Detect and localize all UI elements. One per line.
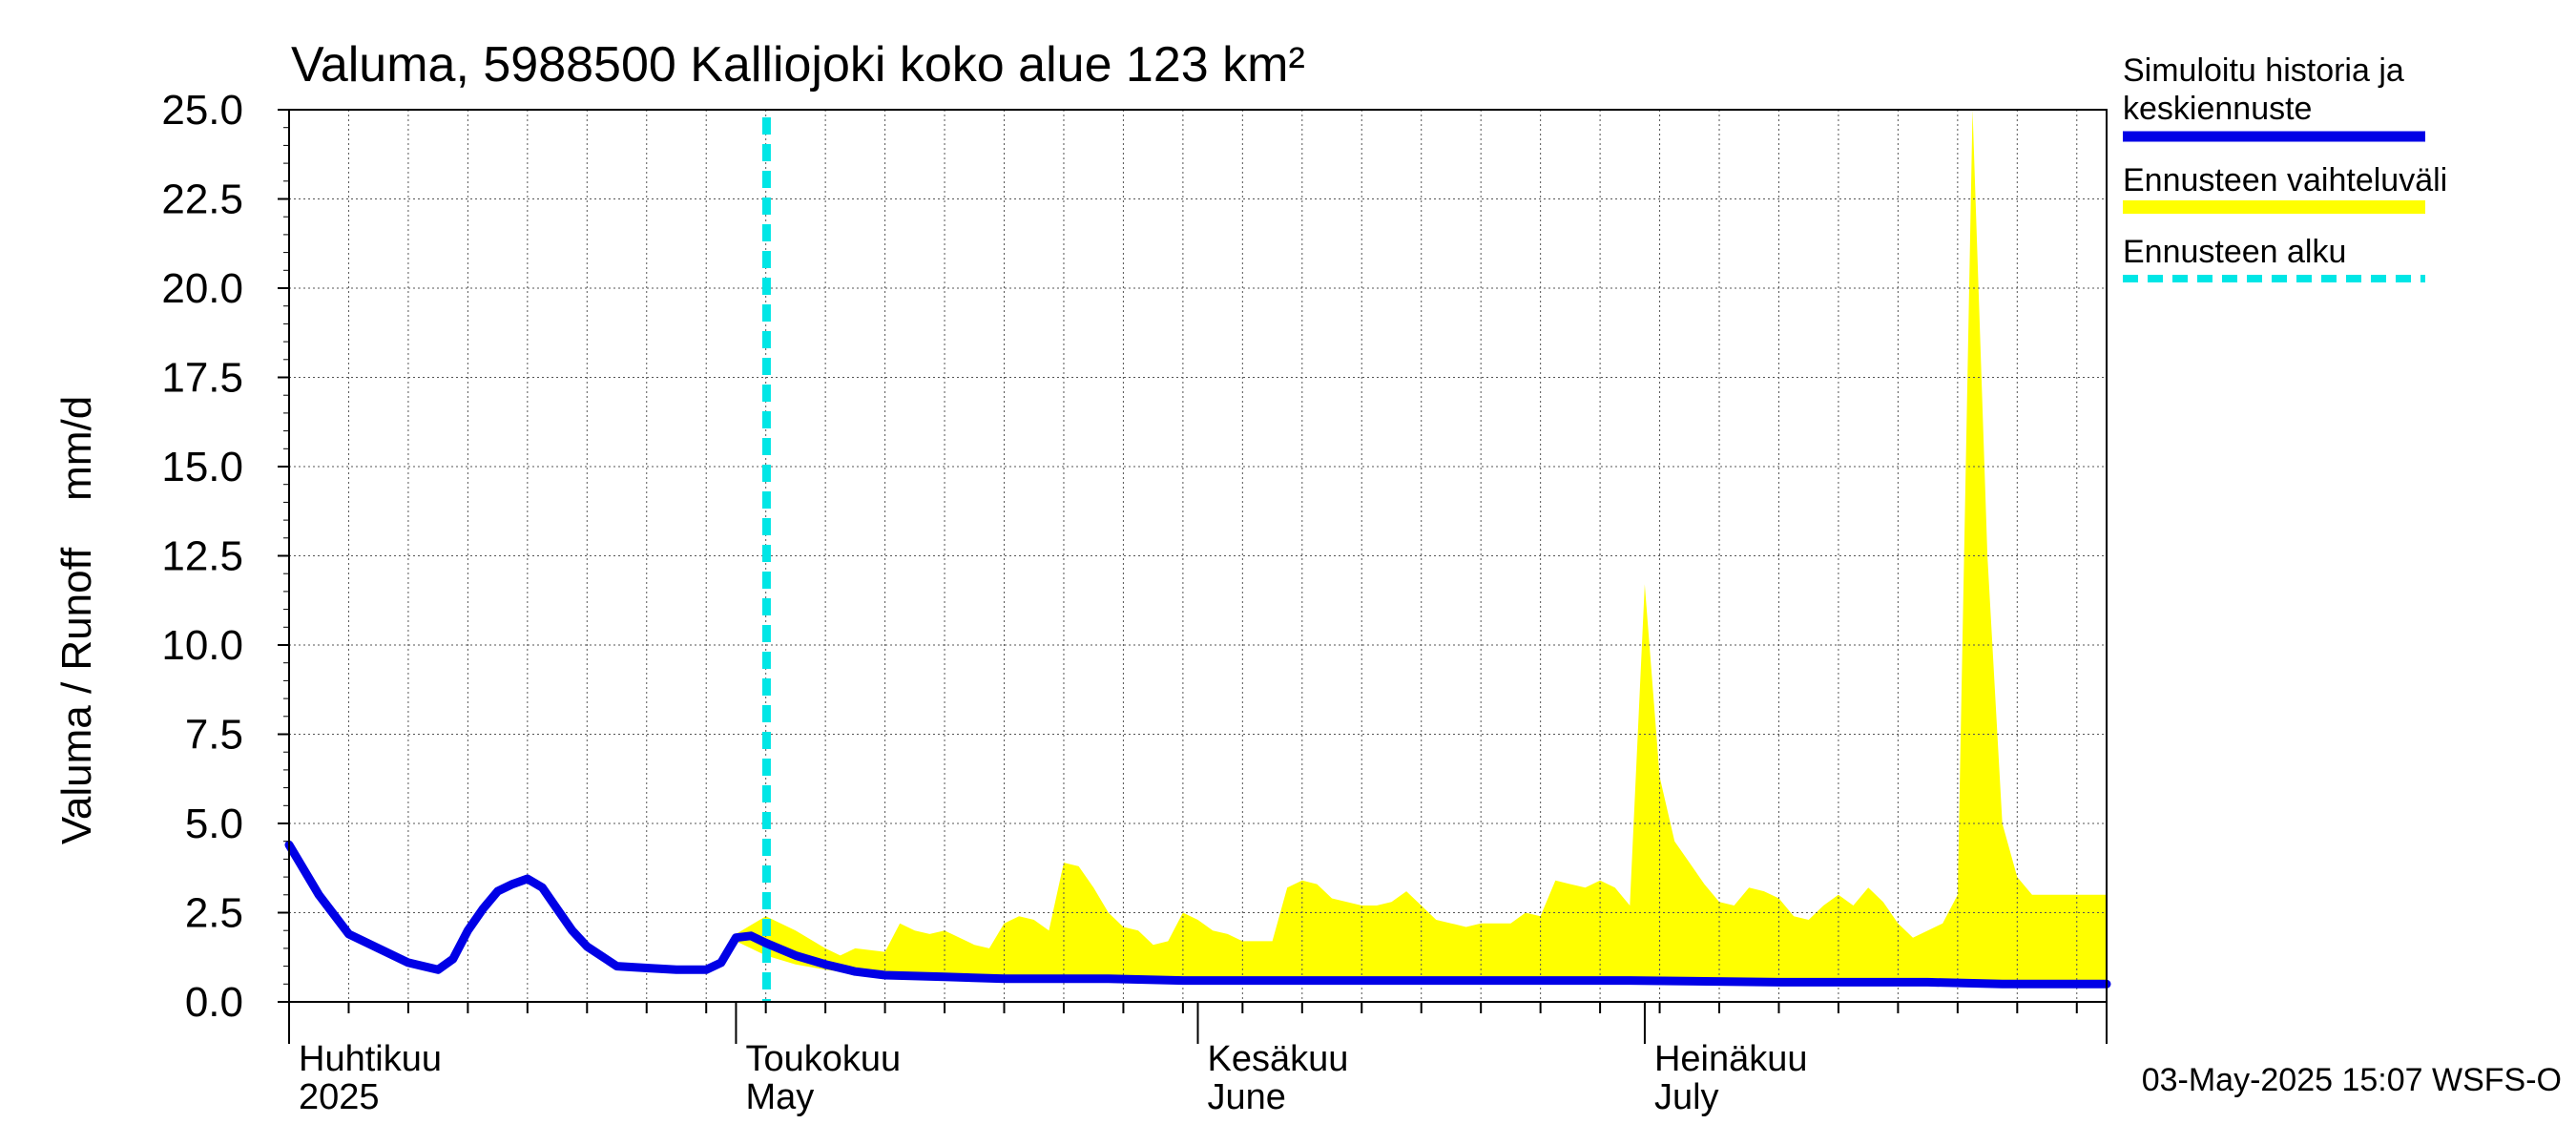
legend-history-label-1: Simuloitu historia ja: [2123, 52, 2404, 89]
month-label-fi: Heinäkuu: [1654, 1039, 1808, 1079]
month-label-fi: Kesäkuu: [1208, 1039, 1349, 1079]
y-tick-label: 17.5: [161, 355, 243, 402]
month-label-en: 2025: [299, 1077, 380, 1117]
month-label-en: June: [1208, 1077, 1286, 1117]
plot-background: [289, 110, 2107, 1002]
month-label-fi: Huhtikuu: [299, 1039, 442, 1079]
y-tick-label: 0.0: [185, 979, 243, 1026]
y-tick-label: 2.5: [185, 890, 243, 937]
y-tick-label: 5.0: [185, 801, 243, 847]
history-mean-line: [284, 840, 2111, 989]
legend-range-label: Ennusteen vaihteluväli: [2123, 162, 2447, 198]
grid-layer: [289, 110, 2107, 1002]
timestamp: 03-May-2025 15:07 WSFS-O: [2142, 1062, 2562, 1098]
forecast-range-layer: [736, 110, 2107, 987]
legend-history-label-2: keskiennuste: [2123, 91, 2312, 127]
month-label-en: July: [1654, 1077, 1719, 1117]
month-label-fi: Toukokuu: [745, 1039, 901, 1079]
legend-start-label: Ennusteen alku: [2123, 234, 2346, 270]
legend: Simuloitu historia ja keskiennuste Ennus…: [2123, 52, 2447, 282]
y-tick-label: 22.5: [161, 177, 243, 223]
forecast-range-band: [736, 110, 2107, 987]
chart-title: Valuma, 5988500 Kalliojoki koko alue 123…: [291, 37, 1305, 93]
plot-area: [284, 109, 2111, 1003]
y-tick-label: 7.5: [185, 712, 243, 759]
y-tick-label: 20.0: [161, 265, 243, 312]
y-tick-label: 15.0: [161, 444, 243, 490]
month-label-en: May: [745, 1077, 814, 1117]
y-tick-label: 12.5: [161, 533, 243, 580]
y-tick-label: 25.0: [161, 87, 243, 134]
y-axis-label: Valuma / Runoff mm/d: [53, 396, 100, 844]
y-axis-ticks: 0.0 2.5 5.0 7.5 10.0 12.5 15.0 17.5 20.0 22.5 25.0: [161, 87, 289, 1026]
y-tick-label: 10.0: [161, 622, 243, 669]
history-line-layer: [284, 840, 2111, 989]
